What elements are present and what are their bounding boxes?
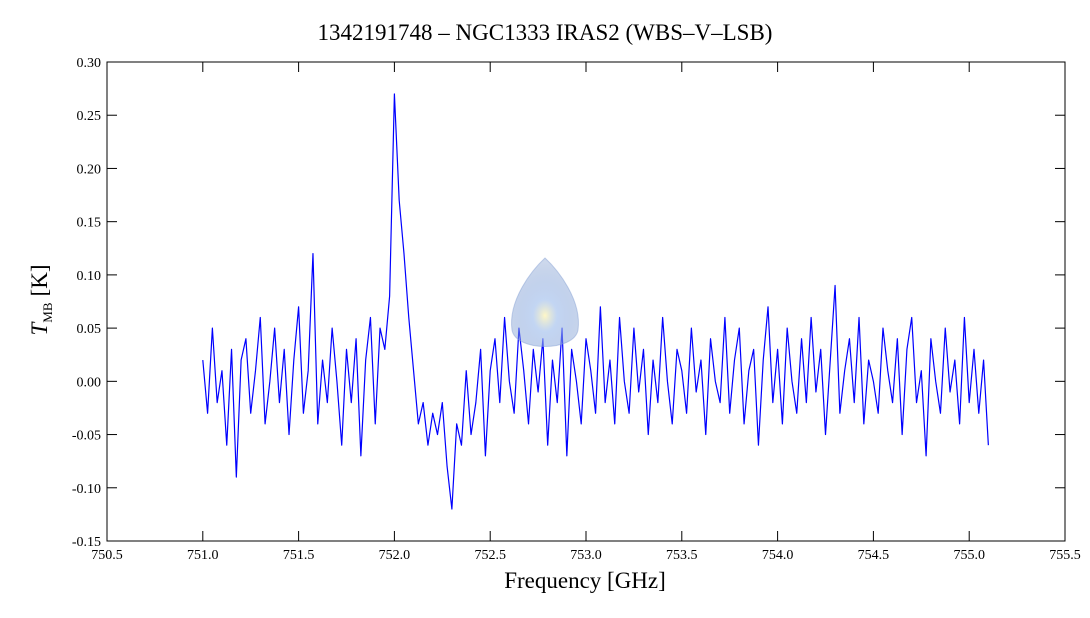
y-tick-label: 0.25	[77, 109, 102, 124]
y-axis-label-sub: MB	[40, 302, 55, 323]
y-axis-label-main: T	[27, 320, 52, 335]
x-tick-label: 750.5	[91, 548, 123, 563]
x-tick-label: 752.5	[474, 548, 506, 563]
y-axis-label: TMB [K]	[27, 265, 55, 336]
y-tick-label: -0.15	[72, 535, 101, 550]
y-tick-label: -0.10	[72, 482, 101, 497]
spectrum-line	[202, 93, 989, 510]
y-tick-label: 0.05	[77, 322, 102, 337]
y-axis-label-unit: [K]	[27, 265, 52, 297]
chart-title: 1342191748 – NGC1333 IRAS2 (WBS–V–LSB)	[318, 20, 773, 45]
x-tick-label: 753.0	[570, 548, 602, 563]
y-tick-label: 0.30	[77, 56, 102, 71]
plot-frame	[106, 61, 1066, 542]
x-axis-label: Frequency [GHz]	[504, 568, 666, 593]
y-tick-label: 0.00	[77, 375, 102, 390]
plot-area	[202, 93, 989, 510]
y-tick-label: 0.15	[77, 216, 102, 231]
watermark-icon	[511, 257, 579, 347]
x-tick-label: 753.5	[666, 548, 698, 563]
x-tick-label: 752.0	[379, 548, 411, 563]
y-tick-label: -0.05	[72, 429, 101, 444]
x-tick-label: 755.0	[953, 548, 985, 563]
x-tick-label: 755.5	[1049, 548, 1081, 563]
x-tick-label: 751.0	[187, 548, 219, 563]
y-tick-label: 0.20	[77, 162, 102, 177]
y-tick-label: 0.10	[77, 269, 102, 284]
x-tick-label: 751.5	[283, 548, 315, 563]
x-tick-label: 754.5	[858, 548, 890, 563]
x-tick-label: 754.0	[762, 548, 794, 563]
